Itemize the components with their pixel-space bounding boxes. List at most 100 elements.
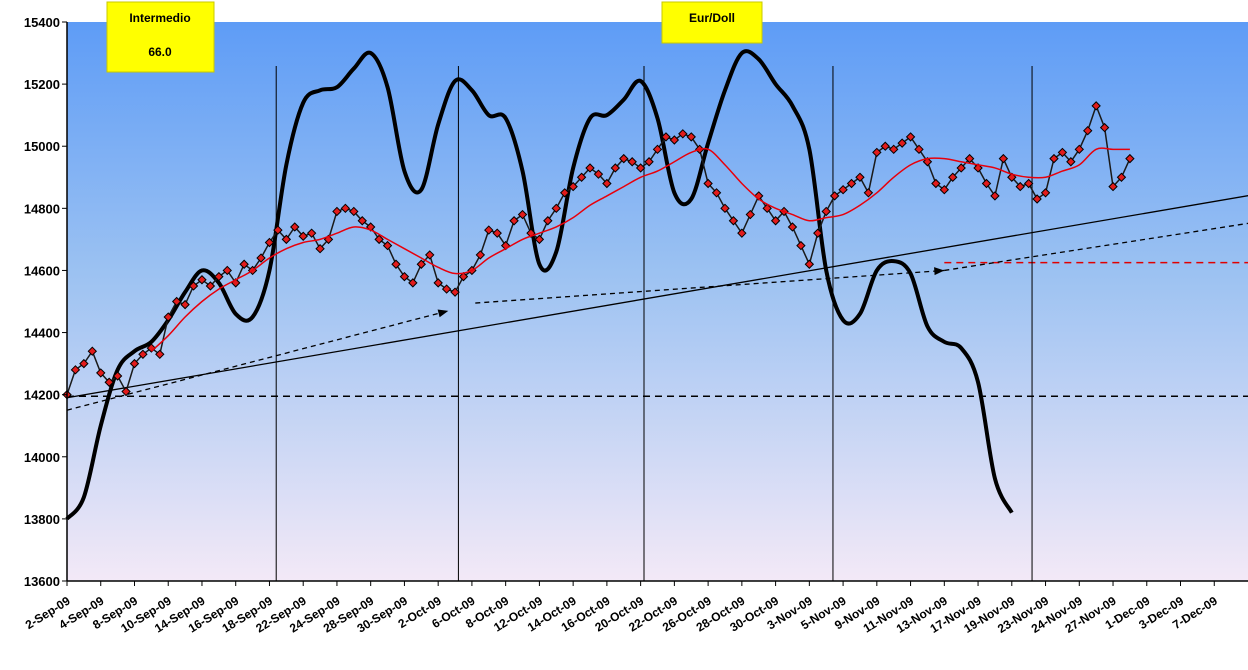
price-point (998, 153, 1009, 164)
price-point (129, 358, 140, 369)
price-point (711, 188, 722, 198)
price-point (1116, 172, 1127, 182)
price-point (821, 206, 831, 217)
price-point (914, 144, 924, 155)
price-point (96, 368, 106, 378)
price-point (484, 225, 494, 235)
price-point (813, 228, 823, 238)
price-point (990, 191, 1000, 201)
price-point (745, 209, 755, 220)
price-point (610, 163, 621, 173)
price-point (281, 234, 292, 245)
axes (66, 22, 1248, 582)
price-point (1108, 181, 1118, 192)
price-point (872, 147, 882, 158)
price-point (197, 275, 207, 285)
moving-average-line (150, 147, 1130, 352)
price-point (112, 371, 123, 381)
price-point (1040, 188, 1051, 198)
price-point (737, 228, 747, 238)
y-tick-label: 14200 (24, 388, 60, 403)
price-point (290, 222, 300, 232)
price-point (1049, 153, 1059, 164)
series-group (62, 49, 1135, 521)
price-point (425, 250, 435, 260)
price-point (450, 287, 460, 297)
price-point (171, 296, 182, 307)
price-point (492, 228, 502, 238)
y-tick-label: 13800 (24, 512, 60, 527)
price-point (787, 222, 798, 232)
price-point (635, 163, 646, 173)
price-point (357, 216, 367, 226)
price-point (981, 178, 992, 189)
price-point (349, 206, 359, 217)
price-point (1099, 122, 1110, 133)
price-point (70, 365, 81, 375)
info-box-label: Intermedio (129, 11, 190, 25)
price-point (121, 386, 131, 397)
price-point (458, 271, 469, 282)
price-point (1066, 157, 1076, 167)
price-point (669, 135, 680, 145)
price-point (905, 132, 916, 142)
x-tick-labels: 2-Sep-094-Sep-098-Sep-0910-Sep-0914-Sep-… (23, 581, 1220, 636)
price-point (686, 132, 696, 142)
price-point (399, 271, 410, 282)
info-box-bg (106, 1, 215, 73)
price-point (551, 203, 561, 214)
price-point (1083, 125, 1093, 136)
price-point (619, 153, 629, 164)
trend-arrowhead (437, 309, 449, 318)
y-tick-label: 14400 (24, 326, 60, 341)
price-point (104, 377, 114, 387)
price-point (602, 178, 612, 189)
price-point (1032, 194, 1042, 204)
oscillator-line (65, 49, 1014, 521)
price-point (829, 191, 840, 201)
price-point (720, 203, 730, 214)
price-point (188, 281, 199, 291)
y-tick-label: 13600 (24, 574, 60, 589)
info-box-value: 66.0 (148, 45, 172, 59)
price-point (652, 144, 663, 155)
price-point (838, 184, 848, 195)
price-point (956, 163, 966, 173)
trend-line-dashed (475, 269, 945, 304)
price-point (315, 243, 325, 254)
price-point (340, 203, 351, 214)
price-point (804, 259, 815, 269)
price-point (863, 188, 874, 198)
price-point (770, 216, 781, 226)
price-point (939, 184, 950, 195)
price-point (273, 225, 283, 235)
price-point (846, 178, 857, 189)
price-point (138, 349, 148, 360)
price-point (298, 231, 308, 241)
price-point (534, 234, 545, 245)
price-point (256, 253, 266, 263)
y-tick-label: 15000 (24, 139, 60, 154)
price-point (374, 234, 384, 245)
price-point (703, 178, 713, 189)
plot-area (67, 22, 1248, 581)
price-point (1074, 144, 1084, 155)
price-point (205, 281, 216, 291)
price-point (332, 206, 342, 217)
price-point (627, 157, 637, 167)
trend-lines (66, 195, 1248, 411)
price-point (433, 278, 443, 288)
y-tick-label: 14800 (24, 201, 60, 216)
price-point (543, 216, 553, 226)
title-box-bg (661, 1, 763, 44)
price-point (585, 163, 595, 173)
chart-title: Eur/Doll (689, 11, 735, 25)
y-tick-label: 15200 (24, 77, 60, 92)
price-point (728, 216, 739, 226)
price-point (180, 299, 190, 310)
price-point (888, 144, 899, 155)
price-point (796, 240, 806, 251)
price-point (661, 132, 671, 142)
trend-line-dashed (66, 310, 449, 411)
price-point (214, 271, 224, 282)
